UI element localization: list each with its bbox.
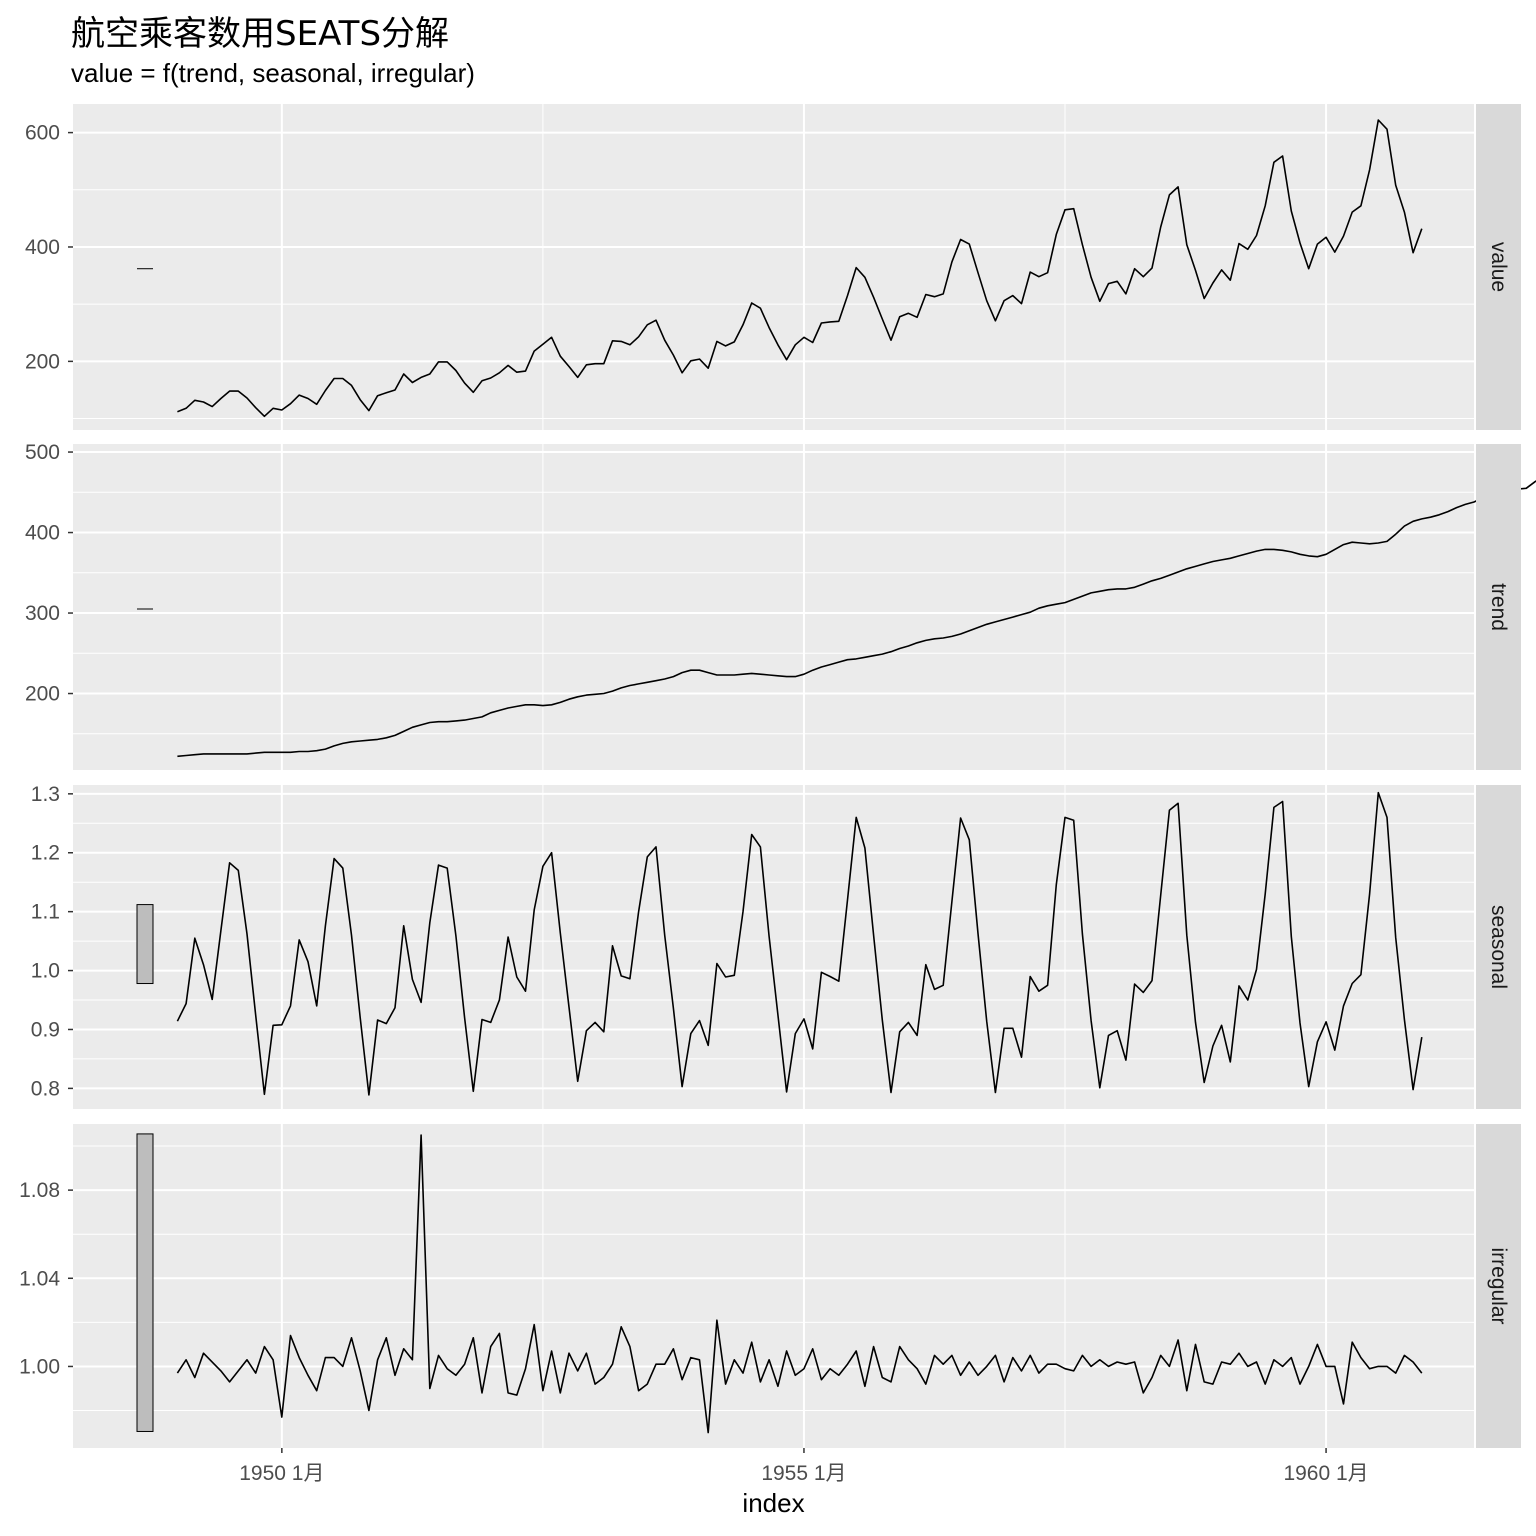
- panel-background: [73, 1124, 1474, 1448]
- x-axis-label: index: [742, 1488, 805, 1518]
- y-tick-label: 400: [25, 522, 60, 545]
- x-tick-label: 1950 1月: [239, 1462, 324, 1485]
- facet-strip: [1476, 785, 1521, 1109]
- facet-strip: [1476, 1124, 1521, 1448]
- panel-background: [73, 444, 1474, 770]
- y-tick-label: 500: [25, 441, 60, 464]
- range-bar: [136, 904, 154, 985]
- facet-strip-label: value: [1487, 242, 1510, 292]
- y-tick-label: 200: [25, 683, 60, 706]
- y-tick-label: 300: [25, 602, 60, 625]
- series-line-trend: [177, 480, 1536, 758]
- facet-strip: [1476, 444, 1521, 770]
- y-tick-label: 1.00: [19, 1355, 60, 1378]
- facet-panel-value: 200 400 600 value: [25, 104, 1521, 430]
- y-tick-label: 1.2: [31, 842, 60, 865]
- y-tick-label: 1.0: [31, 960, 60, 983]
- x-tick-label: 1955 1月: [761, 1462, 846, 1485]
- series-line-irregular: [176, 1134, 1423, 1434]
- range-bar: [136, 1133, 154, 1432]
- series-line-seasonal: [176, 791, 1423, 1096]
- chart-subtitle: value = f(trend, seasonal, irregular): [71, 58, 475, 88]
- facet-strip-label: irregular: [1487, 1247, 1510, 1324]
- y-tick-label: 400: [25, 236, 60, 259]
- facet-strip: [1476, 104, 1521, 430]
- y-tick-label: 0.9: [31, 1018, 60, 1041]
- facet-strip-label: seasonal: [1487, 905, 1510, 989]
- y-tick-label: 600: [25, 122, 60, 145]
- y-tick-label: 1.1: [31, 901, 60, 924]
- y-tick-label: 1.08: [19, 1179, 60, 1202]
- facet-panel-irregular: 1.00 1.04 1.08 irregular: [19, 1124, 1521, 1448]
- y-tick-label: 200: [25, 350, 60, 373]
- series-line-value: [177, 119, 1423, 418]
- facet-strip-label: trend: [1487, 583, 1510, 631]
- facet-panel-seasonal: 0.8 0.9 1.0 1.1 1.2 1.3 seasonal: [31, 783, 1521, 1109]
- y-tick-label: 1.04: [19, 1267, 60, 1290]
- chart-title: 航空乘客数用SEATS分解: [71, 14, 450, 54]
- y-tick-label: 1.3: [31, 783, 60, 806]
- panel-background: [73, 785, 1474, 1109]
- y-tick-label: 0.8: [31, 1077, 60, 1100]
- panel-background: [73, 104, 1474, 430]
- facet-panel-trend: 200 300 400 500 trend: [25, 441, 1536, 770]
- x-tick-label: 1960 1月: [1283, 1462, 1368, 1485]
